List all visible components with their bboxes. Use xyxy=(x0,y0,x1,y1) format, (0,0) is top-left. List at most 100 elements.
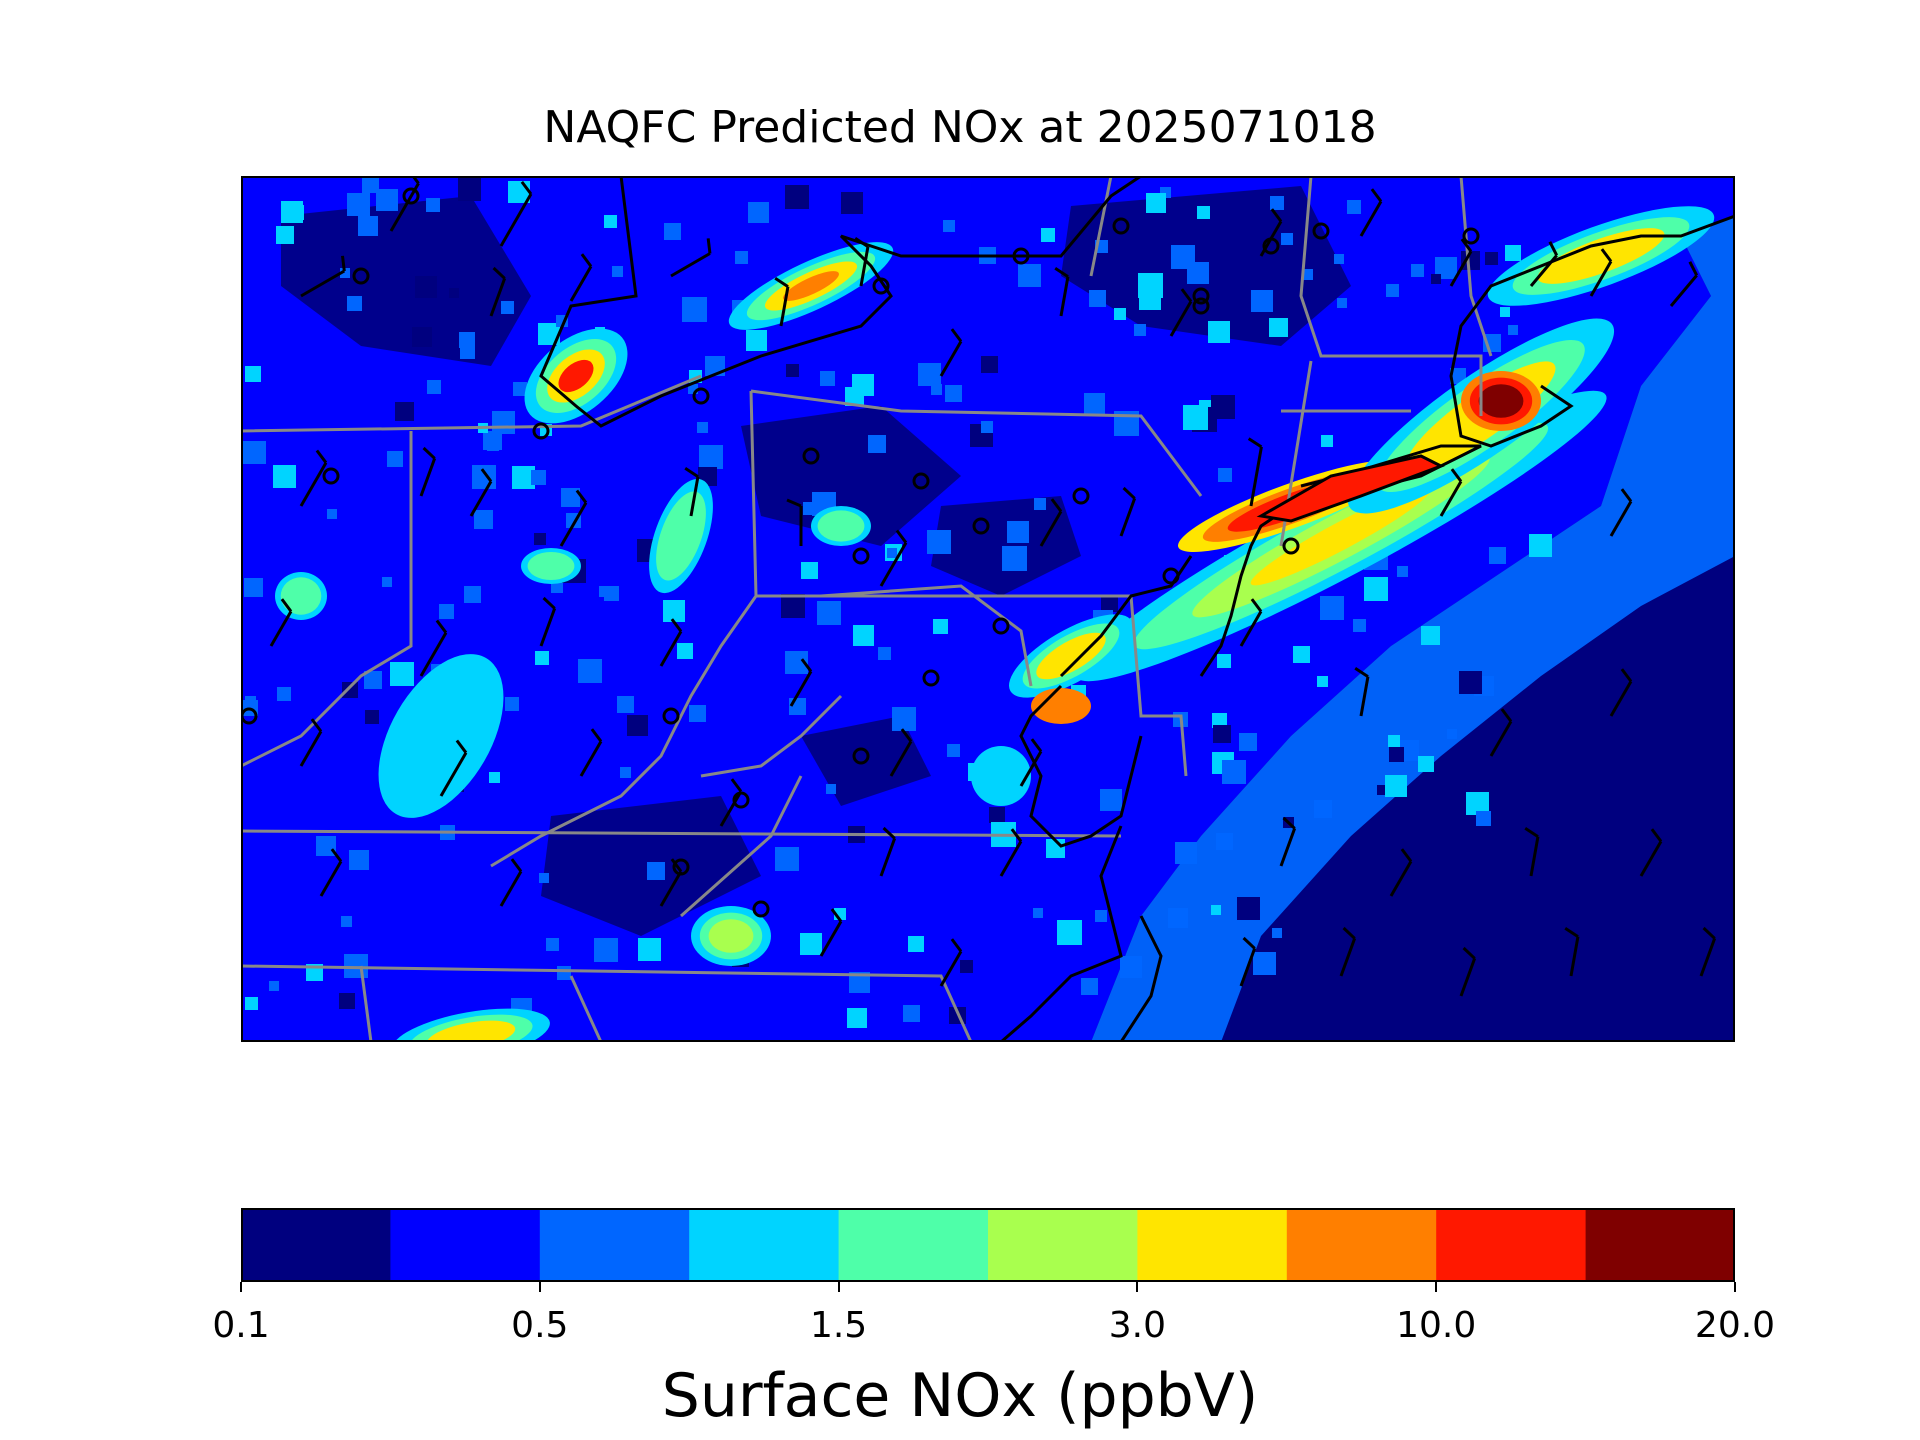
field-cell xyxy=(1007,521,1029,543)
field-cell xyxy=(349,850,369,870)
colorbar-swatch xyxy=(988,1208,1138,1282)
colorbar-frame xyxy=(241,1208,1735,1282)
field-cell xyxy=(849,972,870,993)
field-cell xyxy=(1239,733,1257,751)
wind-barb xyxy=(789,658,813,707)
land-field xyxy=(241,176,1735,1042)
station-marker xyxy=(662,707,680,725)
field-cell xyxy=(800,933,822,955)
nox-plume xyxy=(817,510,865,542)
field-cell xyxy=(415,276,437,298)
colorbar-tick-label: 3.0 xyxy=(1108,1305,1167,1346)
field-cell xyxy=(1211,395,1235,419)
field-cell xyxy=(1411,264,1424,277)
field-cell xyxy=(1281,233,1293,245)
field-cell xyxy=(489,772,500,783)
field-cell xyxy=(1168,908,1188,928)
station-marker xyxy=(872,277,890,295)
wind-barb xyxy=(1564,927,1580,977)
colorbar-tick-mark xyxy=(1734,1282,1736,1292)
field-cell xyxy=(1095,910,1107,922)
state-boundary xyxy=(1459,176,1493,357)
station-marker xyxy=(752,900,770,918)
wind-barb xyxy=(774,277,790,327)
nox-plume xyxy=(1537,228,1665,284)
field-cell xyxy=(933,619,948,634)
state-boundary xyxy=(700,694,843,778)
wind-barb xyxy=(1054,267,1070,317)
field-cell xyxy=(412,327,432,347)
colorbar-tick-mark xyxy=(538,1282,541,1292)
wind-barb xyxy=(299,718,323,767)
field-cell xyxy=(1435,257,1457,279)
field-cell xyxy=(918,363,941,386)
field-cell xyxy=(1272,928,1282,938)
field-cell xyxy=(340,268,350,278)
field-cell xyxy=(1476,811,1491,826)
wind-barb xyxy=(1459,946,1477,997)
colorbar-swatch xyxy=(390,1208,541,1282)
field-cell xyxy=(1302,269,1313,280)
field-cell xyxy=(612,266,623,277)
field-cell xyxy=(878,647,891,660)
field-cell xyxy=(981,356,998,373)
wind-barb xyxy=(1354,667,1370,717)
field-cell xyxy=(847,1008,867,1028)
field-cell xyxy=(1364,577,1388,601)
wind-barb xyxy=(569,253,593,302)
field-cell xyxy=(1018,264,1041,287)
field-cell xyxy=(427,380,441,394)
field-cell xyxy=(1197,206,1210,219)
station-marker xyxy=(672,858,690,876)
map-title: NAQFC Predicted NOx at 2025071018 xyxy=(543,102,1377,153)
station-marker xyxy=(352,267,370,285)
field-cell xyxy=(1385,775,1407,797)
field-cell xyxy=(1317,676,1328,687)
colorbar xyxy=(241,1208,1736,1282)
field-cell xyxy=(492,411,515,434)
field-cell xyxy=(817,601,841,625)
state-boundary xyxy=(241,964,973,1042)
field-cell xyxy=(1002,546,1027,571)
field-cell xyxy=(1211,905,1221,915)
field-cell xyxy=(868,435,886,453)
field-cell xyxy=(1138,273,1163,298)
field-cell xyxy=(845,387,864,406)
field-cell xyxy=(449,288,459,298)
field-cell xyxy=(1505,245,1521,261)
field-cell xyxy=(1183,405,1208,430)
field-cell xyxy=(1397,566,1408,577)
field-cell xyxy=(557,966,571,980)
field-cell xyxy=(1041,228,1055,242)
field-cell xyxy=(1171,245,1195,269)
wind-barb xyxy=(1609,668,1633,717)
wind-barb xyxy=(1279,816,1297,867)
station-marker xyxy=(1312,222,1330,240)
coastline xyxy=(1119,915,1163,1042)
field-cell xyxy=(647,862,665,880)
nox-plume xyxy=(558,359,594,393)
field-cell xyxy=(245,997,258,1010)
field-cell xyxy=(316,836,336,856)
field-cell xyxy=(1033,908,1043,918)
wind-barb xyxy=(1669,261,1699,307)
field-cell xyxy=(682,297,707,322)
field-cell xyxy=(1389,747,1404,762)
wind-barb xyxy=(319,848,343,897)
field-cell xyxy=(546,938,559,951)
field-cell xyxy=(887,548,897,558)
station-marker xyxy=(532,422,550,440)
wind-barb xyxy=(489,266,507,317)
wind-barb xyxy=(939,938,963,987)
field-cell xyxy=(1251,290,1273,312)
wind-barb xyxy=(539,596,557,647)
station-marker xyxy=(1262,237,1280,255)
field-cell xyxy=(1218,468,1232,482)
field-cell xyxy=(1388,735,1400,747)
colorbar-swatch xyxy=(1137,1208,1288,1282)
field-cell xyxy=(1489,547,1506,564)
field-cell xyxy=(599,586,610,597)
field-cell xyxy=(1337,298,1347,308)
field-cell xyxy=(735,251,748,264)
field-cell xyxy=(620,767,631,778)
